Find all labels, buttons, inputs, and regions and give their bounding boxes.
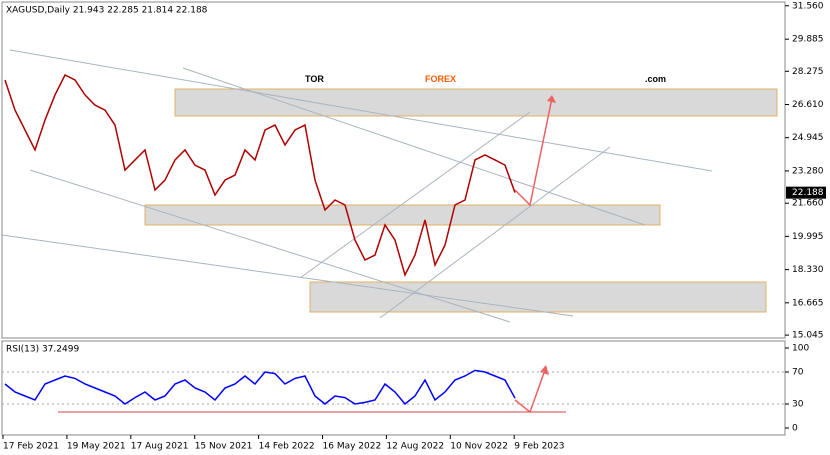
y-tick-label: 16.665: [792, 298, 824, 308]
trend-line: [299, 111, 531, 279]
logo-forex: FOREX: [425, 74, 456, 84]
y-tick-label: 26.610: [792, 100, 824, 110]
trend-line: [1, 234, 574, 317]
arrow-head: [547, 95, 556, 103]
y-tick-label: 24.945: [792, 133, 824, 143]
x-tick-label: 12 Aug 2022: [386, 442, 444, 452]
trend-line: [379, 146, 611, 319]
last-price-box: [786, 186, 826, 199]
y-tick-label: 29.885: [792, 35, 824, 45]
rsi-tick-label: 0: [792, 424, 798, 434]
logo-com: .com: [645, 74, 666, 84]
last-price-label: 22.188: [792, 188, 824, 198]
y-tick-label: 31.560: [792, 1, 824, 11]
trend-line: [9, 49, 713, 172]
zone: [309, 281, 767, 313]
y-tick-label: 19.995: [792, 232, 824, 242]
header: XAGUSD,Daily 21.943 22.285 21.814 22.188: [6, 6, 208, 16]
x-tick-label: 9 Feb 2023: [514, 442, 564, 452]
rsi-line: [4, 369, 516, 406]
x-tick-label: 15 Nov 2021: [195, 442, 253, 452]
x-tick-label: 16 May 2022: [323, 442, 382, 452]
trend-line: [182, 67, 646, 226]
y-tick-label: 18.330: [792, 265, 824, 275]
y-tick-label: 21.660: [792, 199, 824, 209]
x-tick-label: 17 Aug 2021: [131, 442, 189, 452]
arrow: [514, 369, 546, 414]
price-line: [4, 73, 516, 278]
arrow: [514, 97, 553, 207]
y-tick-label: 15.045: [792, 331, 824, 341]
x-tick-label: 17 Feb 2021: [3, 442, 59, 452]
rsi-title: RSI(13) 37.2499: [6, 345, 79, 355]
logo-tor: TOR: [305, 74, 324, 84]
annotations: [1, 49, 778, 414]
rsi-tick-label: 70: [792, 368, 804, 378]
x-tick-label: 19 May 2021: [67, 442, 126, 452]
zone: [174, 88, 778, 117]
trend-line: [29, 169, 511, 323]
rsi-panel: [1, 340, 786, 436]
y-tick-label: 23.280: [792, 166, 824, 176]
y-tick-label: 28.275: [792, 67, 824, 77]
zone: [144, 204, 661, 226]
rsi-tick-label: 100: [792, 344, 809, 354]
rsi-tick-label: 30: [792, 400, 804, 410]
x-tick-label: 10 Nov 2022: [450, 442, 508, 452]
x-tick-label: 14 Feb 2022: [259, 442, 315, 452]
